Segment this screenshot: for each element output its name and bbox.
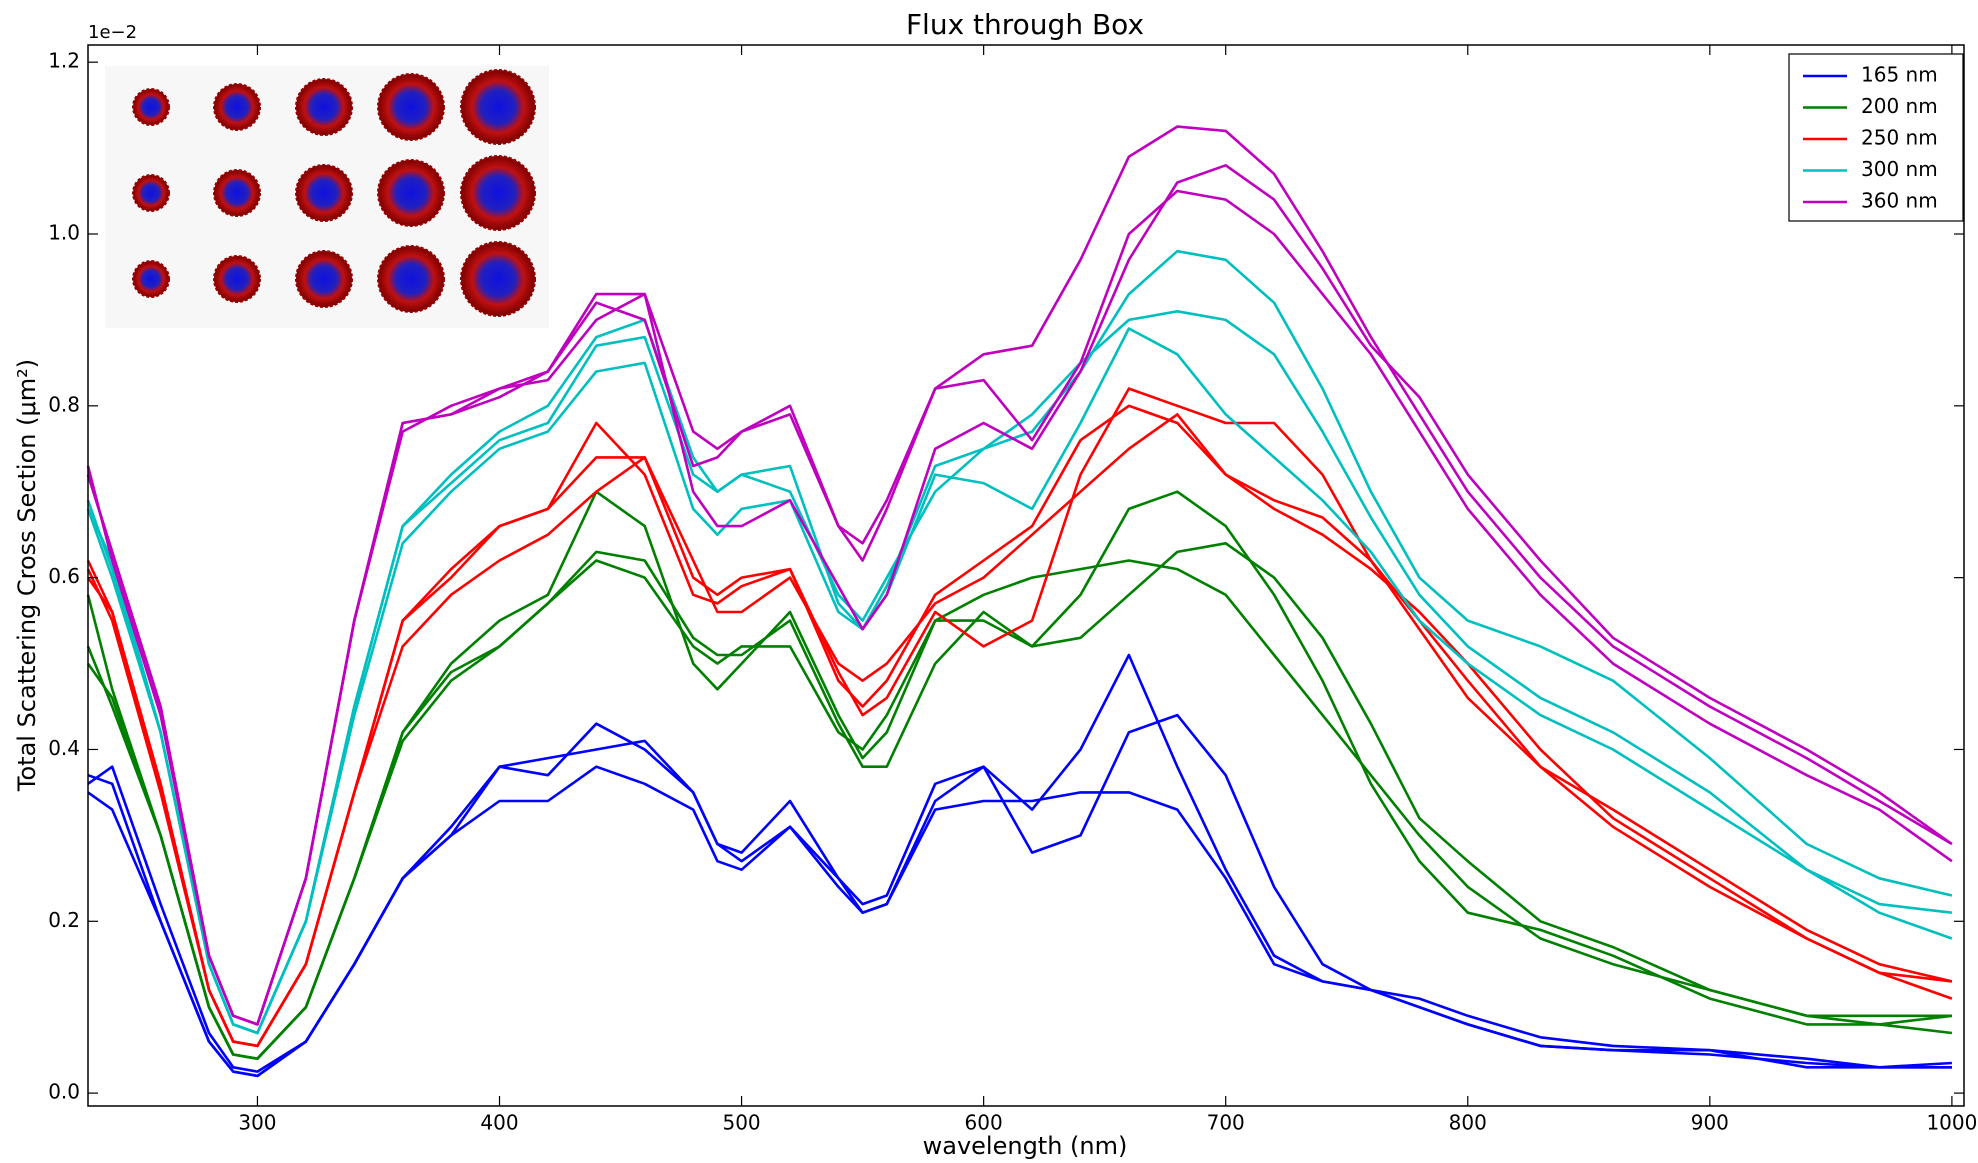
x-tick-label: 500 xyxy=(722,1111,760,1135)
sphere xyxy=(377,73,445,141)
chart-title: Flux through Box xyxy=(906,8,1144,41)
legend-label: 360 nm xyxy=(1861,189,1938,213)
sphere xyxy=(295,78,353,136)
y-tick-label: 0.2 xyxy=(48,908,80,932)
y-tick-label: 1.0 xyxy=(48,221,80,245)
y-offset-label: 1e−2 xyxy=(88,22,137,43)
sphere xyxy=(460,155,536,231)
inset-image xyxy=(105,66,549,328)
y-tick-label: 0.0 xyxy=(48,1080,80,1104)
sphere xyxy=(213,83,261,131)
sphere xyxy=(295,250,353,308)
x-tick-label: 400 xyxy=(480,1111,518,1135)
legend: 165 nm 200 nm 250 nm 300 nm 360 nm xyxy=(1788,53,1964,222)
legend-label: 300 nm xyxy=(1861,157,1938,181)
data-line xyxy=(87,765,1952,1078)
y-axis-label: Total Scattering Cross Section (μm²) xyxy=(13,359,41,792)
legend-label: 165 nm xyxy=(1861,63,1938,87)
legend-label: 250 nm xyxy=(1861,126,1938,150)
x-tick-label: 900 xyxy=(1691,1111,1729,1135)
legend-label: 200 nm xyxy=(1861,94,1938,118)
y-tick-label: 0.4 xyxy=(48,736,80,760)
y-tick-label: 0.6 xyxy=(48,564,80,588)
legend-box xyxy=(1788,53,1964,222)
sphere xyxy=(132,88,170,126)
sphere xyxy=(132,174,170,212)
sphere xyxy=(377,245,445,313)
plot-lines xyxy=(86,125,1953,1078)
sphere xyxy=(213,255,261,303)
x-tick-label: 700 xyxy=(1207,1111,1245,1135)
data-line xyxy=(86,559,1953,1060)
data-line xyxy=(86,413,1953,1048)
sphere xyxy=(132,260,170,298)
y-tick-label: 0.8 xyxy=(48,392,80,416)
sphere xyxy=(213,169,261,217)
y-tick-label: 1.2 xyxy=(48,49,80,73)
plot-frame xyxy=(87,44,1965,1107)
x-tick-label: 800 xyxy=(1449,1111,1487,1135)
data-line xyxy=(86,189,1953,1026)
x-axis-label: wavelength (nm) xyxy=(923,1132,1128,1160)
sphere xyxy=(295,164,353,222)
x-tick-label: 600 xyxy=(965,1111,1003,1135)
x-tick-label: 1000 xyxy=(1926,1111,1977,1135)
sphere xyxy=(377,159,445,227)
x-tick-label: 300 xyxy=(238,1111,276,1135)
sphere xyxy=(460,241,536,317)
sphere xyxy=(460,69,536,145)
